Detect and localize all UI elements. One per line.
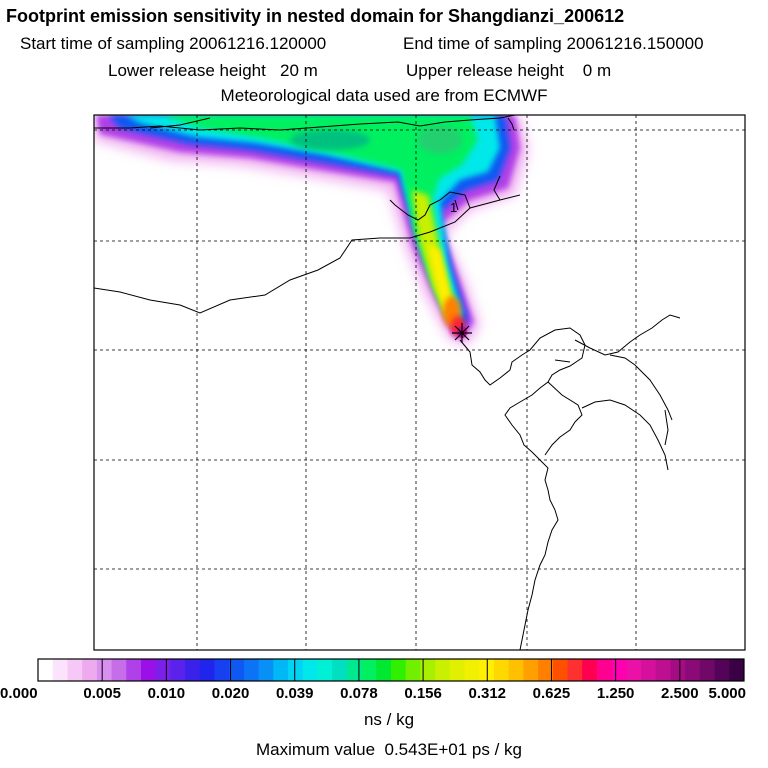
colorbar-swatch <box>258 659 274 681</box>
colorbar-swatch <box>420 659 436 681</box>
maximum-value-label: Maximum value <box>255 740 376 759</box>
receptor-marker <box>452 323 472 343</box>
upper-height-label: Upper release height <box>406 61 564 80</box>
colorbar-tick-label: 5.000 <box>708 685 746 702</box>
colorbar-tick-label: 0.005 <box>83 685 121 702</box>
upper-height-value: 0 <box>582 61 593 80</box>
colorbar-swatch <box>214 659 230 681</box>
colorbar-swatch <box>140 659 157 681</box>
colorbar-border <box>37 658 745 682</box>
meteorological-data-note: Meteorological data used are from ECMWF <box>220 86 548 105</box>
colorbar-swatch <box>670 659 686 681</box>
lower-height-value: 20 <box>280 61 299 80</box>
colorbar-swatch <box>641 659 657 681</box>
colorbar-swatch <box>288 659 304 681</box>
colorbar-swatch <box>611 659 627 681</box>
colorbar-swatch <box>96 659 112 681</box>
colorbar-tick-label: 0.078 <box>340 685 378 702</box>
colorbar-labels: 0.000 0.005 0.010 0.020 0.039 0.078 0.156 0.312… <box>0 685 746 702</box>
colorbar-swatch <box>582 659 598 681</box>
map-frame <box>93 114 746 651</box>
colorbar-swatch <box>170 659 186 681</box>
upper-height-unit: m <box>596 61 612 80</box>
colorbar-swatch <box>38 659 54 681</box>
colorbar-swatch <box>273 659 289 681</box>
colorbar-units: ns / kg <box>363 710 415 729</box>
colorbar-swatch <box>655 659 671 681</box>
colorbar-swatch <box>317 659 333 681</box>
colorbar <box>37 658 745 682</box>
coastlines <box>94 115 681 650</box>
colorbar-swatch <box>596 659 613 681</box>
colorbar-swatch <box>67 659 83 681</box>
colorbar-swatch <box>82 659 98 681</box>
colorbar-swatch <box>111 659 127 681</box>
colorbar-tick-label: 0.156 <box>404 685 442 702</box>
colorbar-swatch <box>155 659 171 681</box>
colorbar-tick-label: 0.312 <box>468 685 506 702</box>
start-time-label: Start time of sampling <box>20 34 185 53</box>
colorbar-swatch <box>538 659 554 681</box>
colorbar-swatch <box>714 659 730 681</box>
footprint-plume <box>94 115 528 345</box>
colorbar-swatch <box>493 659 510 681</box>
colorbar-swatch <box>552 659 568 681</box>
end-time: End time of sampling 20061216.150000 <box>403 34 704 54</box>
maximum-value-number: 0.543E+01 ps / kg <box>384 740 523 759</box>
colorbar-swatch <box>332 659 348 681</box>
receptor-label: 1 <box>450 200 457 215</box>
colorbar-tick-label: 0.020 <box>212 685 250 702</box>
colorbar-swatch <box>523 659 539 681</box>
end-time-label: End time of sampling <box>403 34 562 53</box>
colorbar-tick-label: 0.000 <box>0 685 38 702</box>
colorbar-swatch <box>376 659 392 681</box>
colorbar-swatch <box>508 659 524 681</box>
colorbar-swatch <box>361 659 377 681</box>
colorbar-tick-label: 0.625 <box>533 685 571 702</box>
page-title: Footprint emission sensitivity in nested… <box>6 6 625 26</box>
colorbar-swatch <box>229 659 245 681</box>
colorbar-swatch <box>302 659 318 681</box>
lower-height-label: Lower release height <box>108 61 266 80</box>
colorbar-swatch <box>464 659 480 681</box>
colorbar-tick-label: 1.250 <box>597 685 635 702</box>
start-time: Start time of sampling 20061216.120000 <box>20 34 326 54</box>
colorbar-swatch <box>391 659 407 681</box>
colorbar-tick-label: 2.500 <box>661 685 699 702</box>
upper-release-height: Upper release height 0 m <box>406 61 611 81</box>
colorbar-swatch <box>685 659 701 681</box>
colorbar-swatch <box>199 659 215 681</box>
colorbar-swatch <box>346 659 362 681</box>
colorbar-swatch <box>567 659 583 681</box>
colorbar-swatch <box>126 659 142 681</box>
colorbar-swatch <box>405 659 421 681</box>
lower-release-height: Lower release height 20 m <box>108 61 318 81</box>
colorbar-swatch <box>243 659 260 681</box>
colorbar-tick-label: 0.010 <box>148 685 186 702</box>
colorbar-swatch <box>626 659 642 681</box>
colorbar-swatch <box>185 659 201 681</box>
colorbar-swatch <box>435 659 451 681</box>
graticule <box>94 115 745 650</box>
colorbar-tick-label: 0.039 <box>276 685 314 702</box>
lower-height-unit: m <box>303 61 318 80</box>
start-time-value: 20061216.120000 <box>189 34 327 53</box>
colorbar-swatch <box>449 659 465 681</box>
colorbar-swatch <box>729 659 745 681</box>
end-time-value: 20061216.150000 <box>566 34 704 53</box>
colorbar-swatch <box>52 659 68 681</box>
colorbar-swatch <box>699 659 715 681</box>
maximum-value: Maximum value 0.543E+01 ps / kg <box>0 740 768 760</box>
